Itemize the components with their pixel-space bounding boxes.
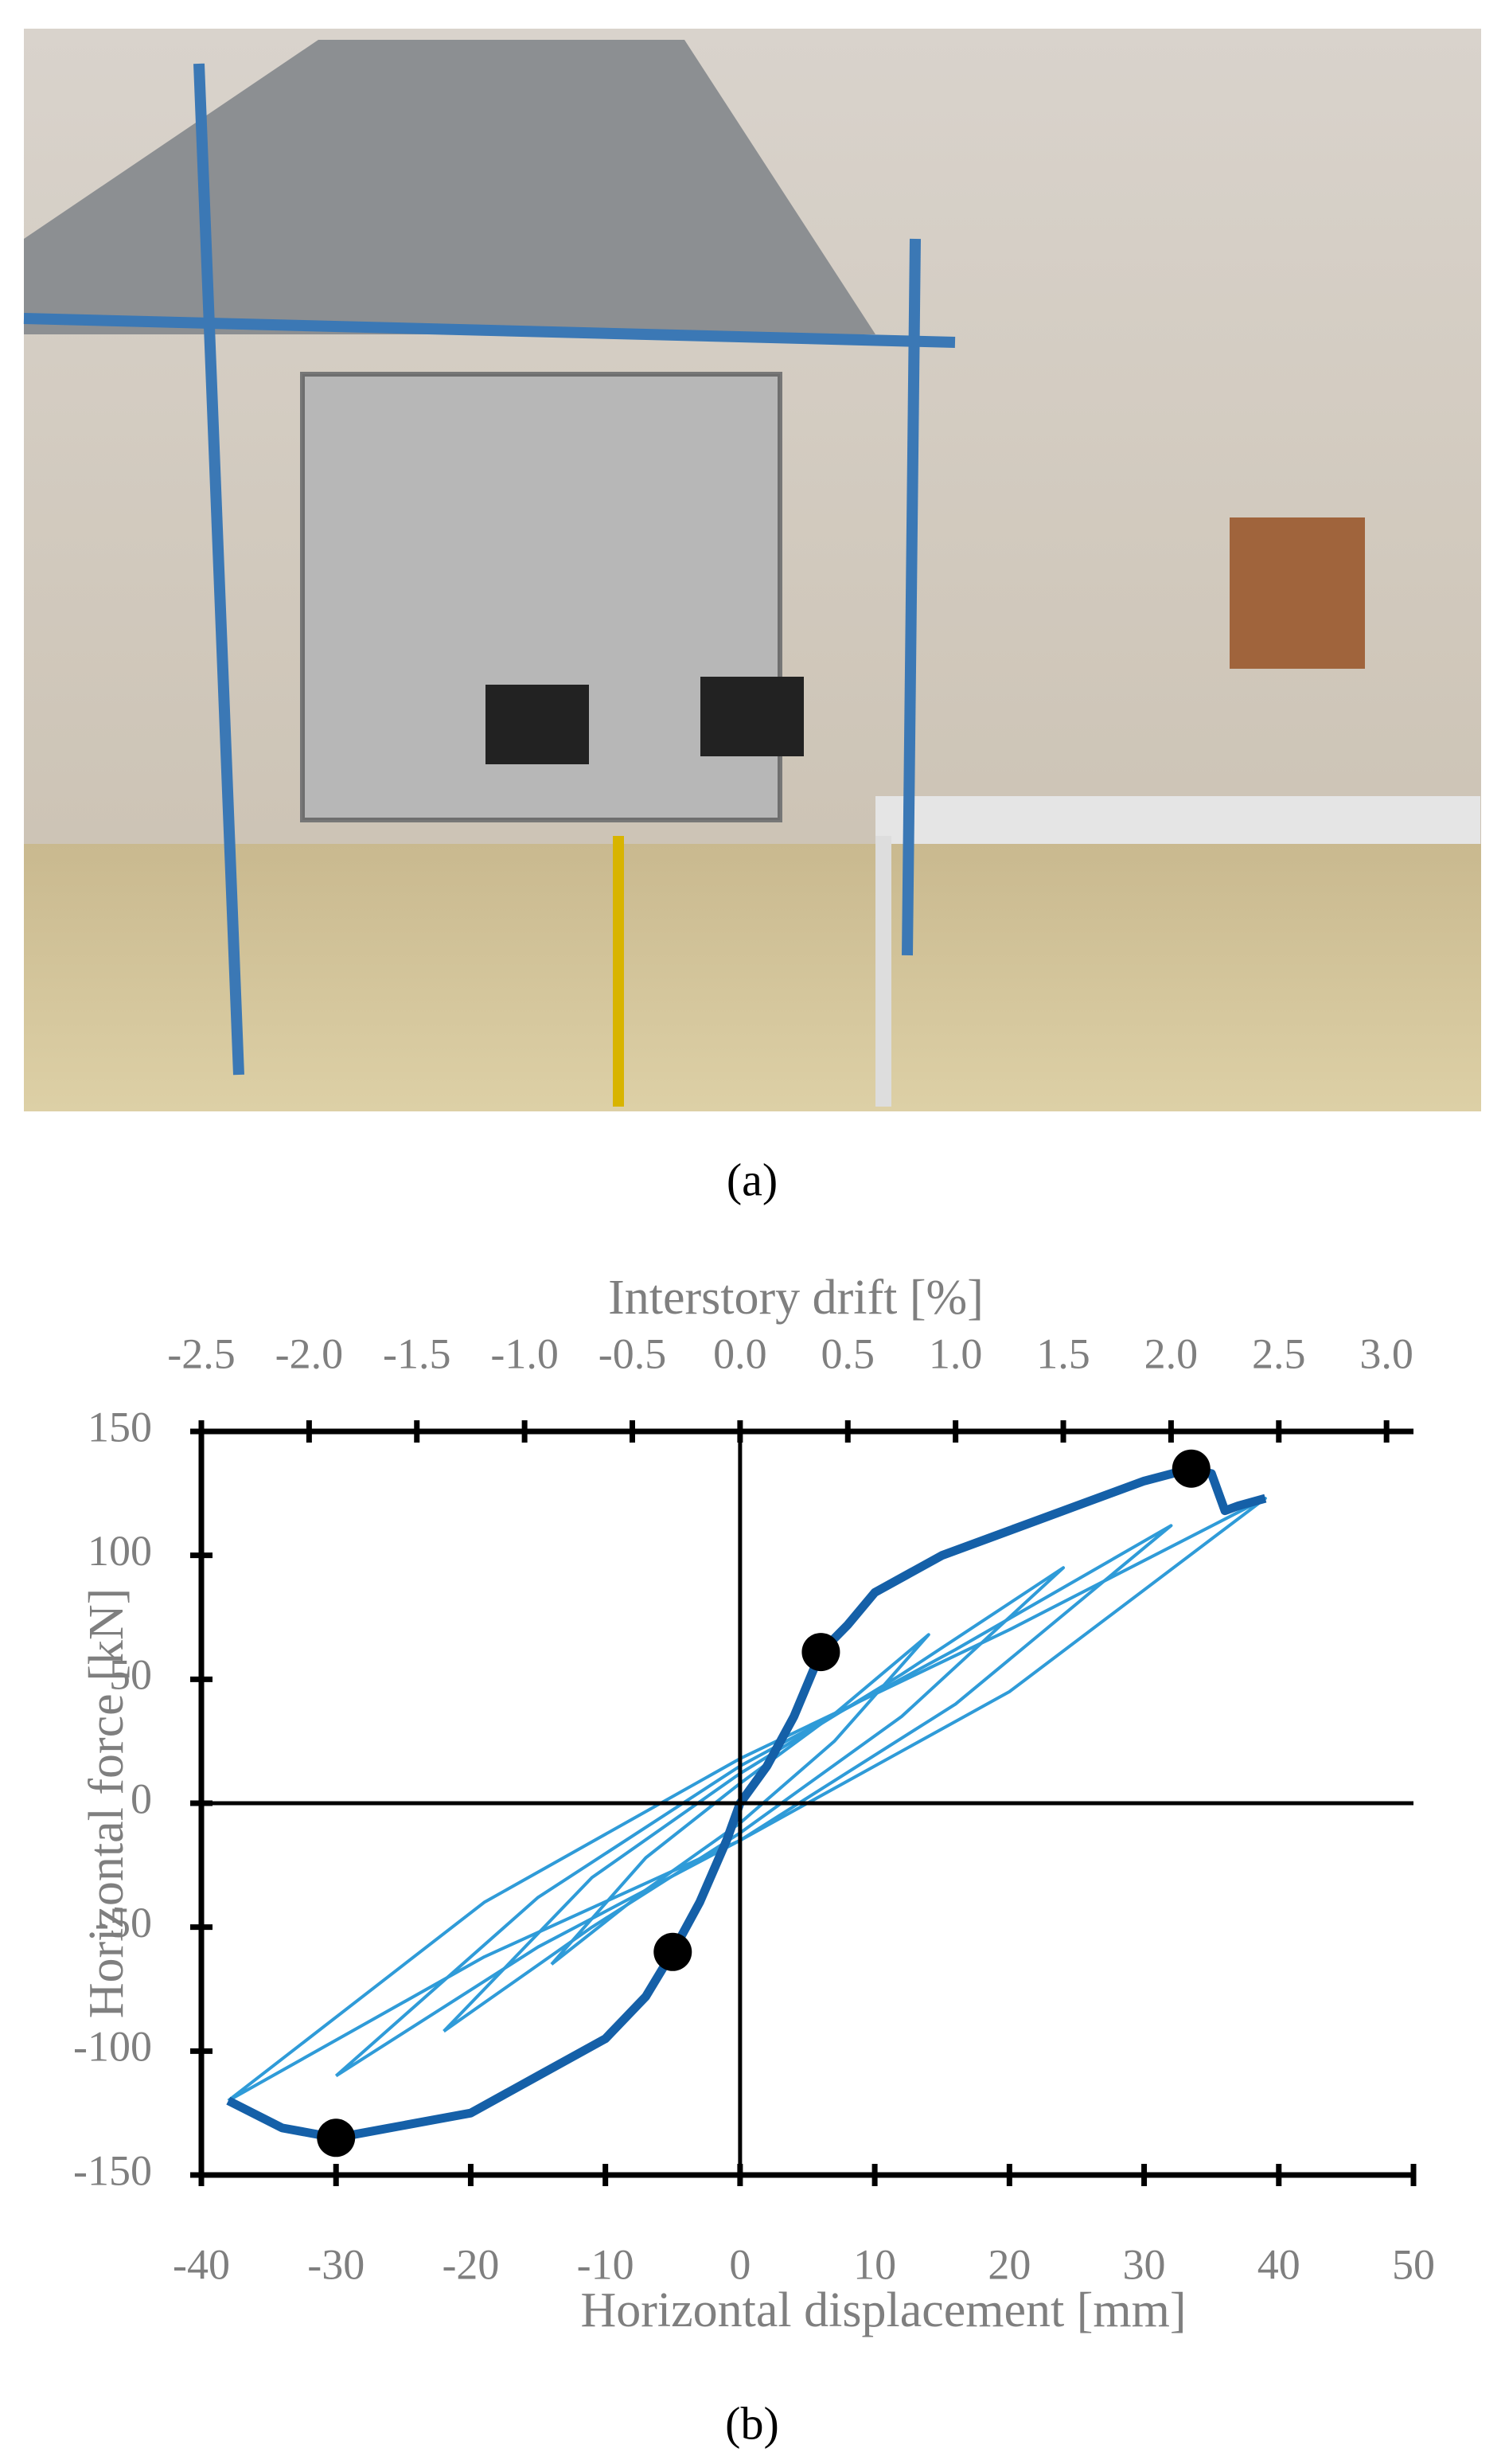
x2-tick-label: -2.5 [167,1330,235,1377]
x-tick-label: 50 [1392,2240,1435,2288]
y-tick-label: 0 [131,1775,152,1822]
marker [317,2118,356,2157]
y-tick-label: 150 [88,1403,152,1451]
x2-tick-label: 1.5 [1036,1330,1090,1377]
x2-tick-label: -1.0 [490,1330,558,1377]
y-tick-label: 50 [109,1651,152,1699]
data-line [443,1566,1066,2033]
x2-tick-label: -1.5 [383,1330,450,1377]
x2-tick-label: 2.5 [1252,1330,1306,1377]
x2-tick-label: 0.0 [713,1330,767,1377]
x-tick-label: 30 [1123,2240,1166,2288]
x-tick-label: 10 [853,2240,896,2288]
x2-tick-label: 3.0 [1359,1330,1413,1377]
x2-axis-title: Interstory drift [%] [608,1271,984,1325]
x-tick-label: -30 [307,2240,365,2288]
x-tick-label: -40 [173,2240,230,2288]
y-tick-label: -150 [73,2146,152,2194]
x2-tick-label: 2.0 [1144,1330,1199,1377]
x-tick-label: 0 [729,2240,751,2288]
data-line [550,1633,930,1966]
caption: (a) [727,1154,778,1205]
x-tick-label: 40 [1257,2240,1300,2288]
caption: (b) [725,2397,779,2449]
x-tick-label: -10 [577,2240,634,2288]
x-tick-label: -20 [442,2240,499,2288]
x2-tick-label: -2.0 [275,1330,343,1377]
marker [653,1932,692,1971]
data-line [334,1524,1173,2078]
plot: -40 -30 -20 -10 0 10 20 30 40 50-2.5 -2.0 -1.5 -1.0-… [73,1330,1435,2288]
x2-tick-label: -0.5 [598,1330,666,1377]
y-tick-label: 100 [88,1527,152,1575]
y-tick-label: -100 [73,2023,152,2071]
x-axis-title: Horizontal displacement [mm] [581,2283,1187,2337]
y-tick-label: -50 [95,1899,152,1947]
y-axis-title: Horizontal force [kN] [80,1588,134,2019]
x-tick-label: 20 [988,2240,1031,2288]
data-line [227,1497,1267,2103]
marker [801,1633,840,1672]
marker [1172,1449,1211,1488]
x2-tick-label: 1.0 [929,1330,983,1377]
x2-tick-label: 0.5 [821,1330,875,1377]
photo [23,29,1481,1111]
